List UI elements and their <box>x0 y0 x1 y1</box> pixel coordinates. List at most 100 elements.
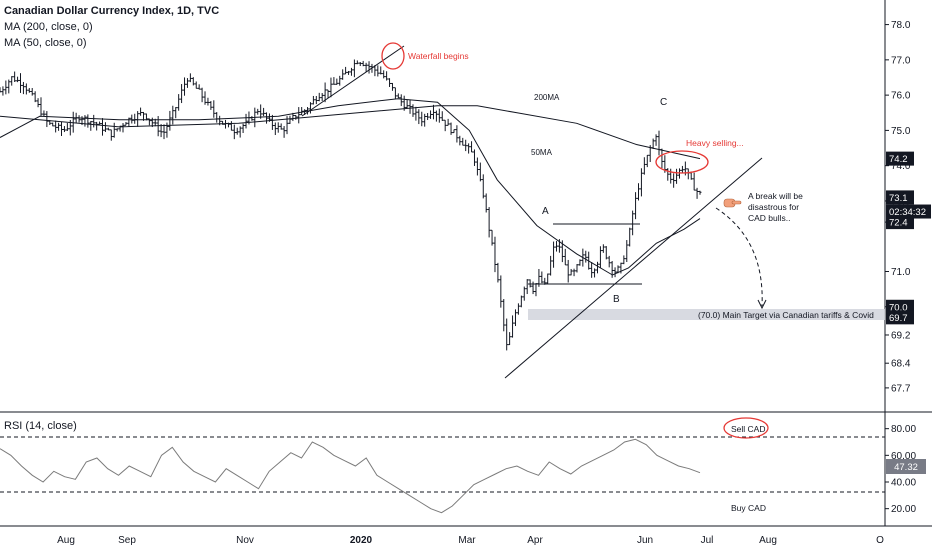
ohlc-bar <box>546 273 550 284</box>
ohlc-bar <box>83 115 87 127</box>
ohlc-bar <box>279 123 283 130</box>
rsi-tick-label: 40.00 <box>891 478 916 489</box>
ohlc-bar <box>388 78 392 87</box>
ohlc-bar <box>42 110 46 117</box>
ohlc-bar <box>376 65 380 77</box>
ohlc-bar <box>349 67 353 76</box>
ohlc-bar <box>601 244 605 253</box>
chart-legend: Canadian Dollar Currency Index, 1D, TVC … <box>4 3 219 51</box>
ohlc-bar <box>338 75 342 86</box>
ma50-legend[interactable]: MA (50, close, 0) <box>4 37 87 49</box>
buy-cad-label: Buy CAD <box>731 503 766 513</box>
ohlc-bar <box>493 236 497 273</box>
price-tick-label: 71.0 <box>891 267 911 278</box>
ohlc-bar <box>185 78 189 88</box>
rsi-axis[interactable]: 80.00 60.00 40.00 20.00 <box>885 424 916 515</box>
ohlc-bar <box>522 286 526 301</box>
time-tick-label: Jul <box>701 535 714 546</box>
ohlc-bar <box>326 89 330 98</box>
ohlc-bar <box>616 265 620 274</box>
ohlc-bar <box>0 87 2 93</box>
ohlc-bar <box>57 122 61 131</box>
ma200-legend[interactable]: MA (200, close, 0) <box>4 21 93 33</box>
ohlc-bar <box>631 210 635 236</box>
time-axis[interactable]: Aug Sep Nov 2020 Mar Apr Jun Jul Aug O <box>57 535 884 546</box>
ohlc-bar <box>329 77 333 98</box>
ohlc-bar <box>396 93 400 99</box>
ohlc-bar <box>130 114 134 124</box>
ohlc-bar <box>625 240 629 262</box>
ohlc-bar <box>7 79 11 94</box>
ohlc-bar <box>475 157 479 176</box>
support-trendline <box>504 157 763 379</box>
ohlc-bar <box>103 122 107 133</box>
ohlc-bar <box>528 279 532 288</box>
projection-arrowhead <box>757 299 767 310</box>
ohlc-bar <box>434 110 438 122</box>
rsi-tick-label: 60.00 <box>891 451 916 462</box>
ohlc-bar <box>408 99 412 114</box>
price-tick-label: 68.4 <box>891 359 911 370</box>
ohlc-bar <box>455 125 459 143</box>
waterfall-label: Waterfall begins <box>408 51 469 61</box>
ohlc-bar <box>531 281 535 295</box>
ohlc-bar <box>464 139 468 152</box>
ohlc-bar <box>467 143 471 154</box>
ohlc-bar <box>241 123 245 134</box>
ohlc-bar <box>314 95 318 105</box>
ohlc-bar <box>628 227 632 247</box>
ohlc-bar <box>335 78 339 85</box>
ohlc-bar <box>10 76 14 86</box>
ohlc-bar <box>669 168 673 184</box>
ohlc-bar <box>511 315 515 338</box>
rsi-tick-label: 20.00 <box>891 504 916 515</box>
ohlc-bar <box>139 107 143 116</box>
ohlc-bar <box>405 99 409 109</box>
ohlc-bar <box>300 107 304 116</box>
ohlc-bar <box>431 104 435 120</box>
ohlc-bar <box>484 193 488 213</box>
ohlc-bar <box>165 122 169 138</box>
ohlc-bar <box>584 250 588 263</box>
ohlc-bar <box>534 283 538 297</box>
ohlc-bar <box>294 115 298 120</box>
price-badge-label: 70.0 <box>889 302 908 313</box>
ohlc-bar <box>21 81 25 95</box>
ohlc-bar <box>282 126 286 138</box>
ohlc-bar <box>320 93 324 102</box>
ohlc-bar <box>423 113 427 127</box>
ohlc-bar <box>144 113 148 121</box>
ohlc-bar <box>188 73 192 83</box>
ohlc-bar <box>352 59 356 78</box>
ohlc-bar <box>13 71 17 83</box>
ohlc-bar <box>572 268 576 277</box>
ohlc-bar <box>45 111 49 128</box>
time-tick-label: Nov <box>236 535 254 546</box>
ohlc-bar <box>344 66 348 75</box>
ohlc-bar <box>323 82 327 103</box>
ohlc-bar <box>516 303 520 315</box>
ohlc-bar <box>265 112 269 124</box>
time-tick-label: 2020 <box>350 535 373 546</box>
heavy-selling-label: Heavy selling... <box>686 138 744 148</box>
break-note-line-1: A break will be <box>748 191 803 201</box>
ohlc-bar <box>393 87 397 100</box>
ohlc-bar <box>399 94 403 107</box>
ohlc-bar <box>168 110 172 131</box>
ohlc-bar <box>680 165 684 174</box>
ohlc-bar <box>443 119 447 132</box>
ohlc-bar <box>250 116 254 121</box>
ma50-label: 50MA <box>531 148 553 157</box>
ohlc-bar <box>136 111 140 127</box>
rsi-line <box>0 438 701 514</box>
ohlc-bar <box>505 318 509 351</box>
rsi-legend[interactable]: RSI (14, close) <box>4 420 77 432</box>
ohlc-bar <box>385 71 389 81</box>
ohlc-bar <box>162 124 166 140</box>
point-c-label: C <box>660 97 667 108</box>
ohlc-bar <box>411 104 415 117</box>
ohlc-bar <box>666 168 670 181</box>
ohlc-bar <box>470 141 474 153</box>
time-tick-label: O <box>876 535 884 546</box>
